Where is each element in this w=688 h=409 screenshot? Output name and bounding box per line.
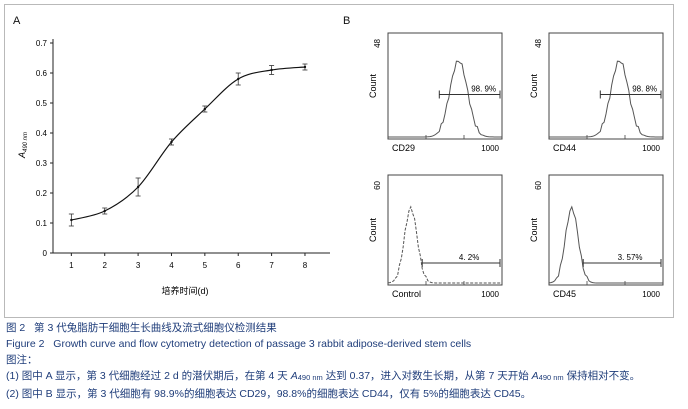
histogram-marker-label: CD44 (553, 143, 576, 153)
caption-figure-number-en: Figure 2 (6, 338, 45, 350)
data-point (70, 218, 73, 222)
histogram-curve (387, 205, 502, 284)
figure-frame: A 0 0.1 0.2 0.3 0.4 0.5 0.6 0.7 1 2 3 4 5 6 7 8 A490 nm… (4, 4, 674, 318)
histogram-x-max-label: 1000 (481, 290, 499, 299)
x-tick-label: 5 (203, 261, 208, 270)
histogram-frame (548, 32, 664, 140)
data-point (270, 68, 273, 72)
histogram-frame (387, 174, 503, 286)
histogram-y-axis-label: Count (368, 74, 378, 99)
x-tick-label: 1 (69, 261, 74, 270)
y-tick-label: 0.6 (36, 69, 48, 78)
growth-curve-line (71, 66, 306, 221)
histogram-curve (549, 60, 663, 138)
histogram-x-max-label: 1000 (481, 144, 499, 153)
data-point (136, 185, 140, 189)
x-tick-label: 2 (103, 261, 108, 270)
y-tick-label: 0.2 (36, 189, 48, 198)
panel-a-label: A (13, 15, 21, 27)
y-tick-label: 0 (43, 249, 48, 258)
caption-figure-number-cn: 图 2 (6, 322, 26, 334)
histogram-marker-label: CD45 (553, 289, 576, 299)
gate-percent-label: 3. 57% (618, 253, 643, 262)
histogram-y-max-label: 60 (534, 180, 543, 189)
x-axis-label: 培养时间(d) (162, 285, 209, 296)
data-point (203, 107, 207, 111)
histogram-marker-label: Control (392, 289, 421, 299)
histogram-frame (548, 174, 664, 286)
histogram-y-axis-label: Count (529, 218, 539, 243)
histogram-curve (548, 205, 663, 284)
x-tick-label: 4 (169, 261, 174, 270)
caption-title-cn-text: 第 3 代兔脂肪干细胞生长曲线及流式细胞仪检测结果 (34, 322, 277, 334)
histogram-y-max-label: 60 (373, 180, 382, 189)
caption-note-heading: 图注： (6, 354, 38, 366)
histogram-y-axis-label: Count (368, 218, 378, 243)
histogram-y-max-label: 48 (373, 38, 382, 47)
caption-note-1: (1) 图中 A 显示，第 3 代细胞经过 2 d 的潜伏期后，在第 4 天 A… (6, 370, 641, 382)
caption-note-2: (2) 图中 B 显示，第 3 代细胞有 98.9%的细胞表达 CD29，98.… (6, 388, 532, 400)
x-tick-label: 8 (303, 261, 308, 270)
x-tick-label: 3 (136, 261, 141, 270)
histogram-frame (387, 32, 503, 140)
y-tick-label: 0.1 (36, 219, 48, 228)
gate-percent-label: 4. 2% (459, 253, 479, 262)
caption-title-en: Figure 2 Growth curve and flow cytometry… (6, 336, 682, 352)
histogram-x-max-label: 1000 (642, 290, 660, 299)
gate-percent-label: 98. 9% (471, 84, 496, 93)
data-point (303, 65, 307, 69)
histogram-x-max-label: 1000 (642, 144, 660, 153)
figure-caption: 图 2 第 3 代兔脂肪干细胞生长曲线及流式细胞仪检测结果 Figure 2 G… (6, 320, 682, 402)
data-point (103, 209, 106, 213)
flow-cytometry-panels: 48 Count CD29 1000 98. 9% 48 Count CD44 1000 98. … (368, 32, 664, 299)
caption-title-en-text: Growth curve and flow cytometry detectio… (53, 338, 472, 350)
y-tick-label: 0.4 (36, 129, 48, 138)
panel-b-label: B (343, 15, 351, 27)
x-tick-label: 7 (269, 261, 274, 270)
data-point (237, 77, 240, 81)
histogram-curve (388, 60, 502, 138)
y-axis-label: A490 nm (17, 132, 29, 159)
gate-percent-label: 98. 8% (632, 84, 657, 93)
y-tick-label: 0.5 (36, 99, 48, 108)
x-tick-label: 6 (236, 261, 241, 270)
histogram-y-max-label: 48 (534, 38, 543, 47)
data-point (170, 140, 173, 144)
histogram-marker-label: CD29 (392, 143, 415, 153)
growth-curve-chart: 0 0.1 0.2 0.3 0.4 0.5 0.6 0.7 1 2 3 4 5 6 7 8 A490 nm 培… (17, 39, 330, 296)
y-tick-label: 0.3 (36, 159, 48, 168)
histogram-y-axis-label: Count (529, 74, 539, 99)
y-tick-label: 0.7 (36, 39, 48, 48)
caption-title-cn: 图 2 第 3 代兔脂肪干细胞生长曲线及流式细胞仪检测结果 (6, 320, 682, 336)
